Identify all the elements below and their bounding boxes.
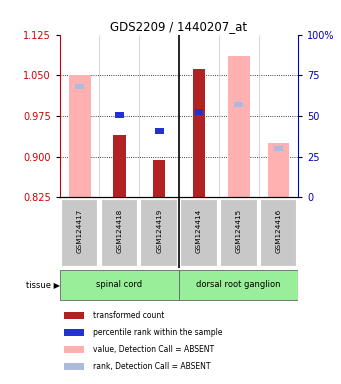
Text: rank, Detection Call = ABSENT: rank, Detection Call = ABSENT [93,362,211,371]
Bar [153,161,165,197]
FancyBboxPatch shape [101,199,137,266]
Bar [115,112,124,118]
Bar [274,146,283,151]
FancyBboxPatch shape [61,199,98,266]
Text: GSM124418: GSM124418 [116,209,122,253]
Text: GSM124416: GSM124416 [276,209,281,253]
Bar [155,128,163,134]
Text: value, Detection Call = ABSENT: value, Detection Call = ABSENT [93,345,214,354]
Text: dorsal root ganglion: dorsal root ganglion [196,280,281,290]
FancyBboxPatch shape [60,270,179,300]
Bar [64,346,84,353]
Bar [193,69,205,197]
Bar [113,135,126,197]
Bar [64,313,84,319]
Bar [234,102,243,107]
Text: percentile rank within the sample: percentile rank within the sample [93,328,223,337]
Bar [228,56,250,197]
Text: tissue ▶: tissue ▶ [26,280,60,290]
FancyBboxPatch shape [179,270,298,300]
Bar [64,329,84,336]
Title: GDS2209 / 1440207_at: GDS2209 / 1440207_at [110,20,248,33]
Text: spinal cord: spinal cord [96,280,143,290]
FancyBboxPatch shape [260,199,296,266]
Text: GSM124419: GSM124419 [156,209,162,253]
Bar [75,84,84,89]
Text: GSM124414: GSM124414 [196,209,202,253]
Text: GSM124417: GSM124417 [77,209,83,253]
Bar [64,363,84,369]
Text: GSM124415: GSM124415 [236,209,242,253]
Bar [69,75,90,197]
FancyBboxPatch shape [180,199,217,266]
Bar [268,143,290,197]
Bar [194,109,203,115]
FancyBboxPatch shape [140,199,177,266]
Text: transformed count: transformed count [93,311,164,320]
FancyBboxPatch shape [220,199,256,266]
